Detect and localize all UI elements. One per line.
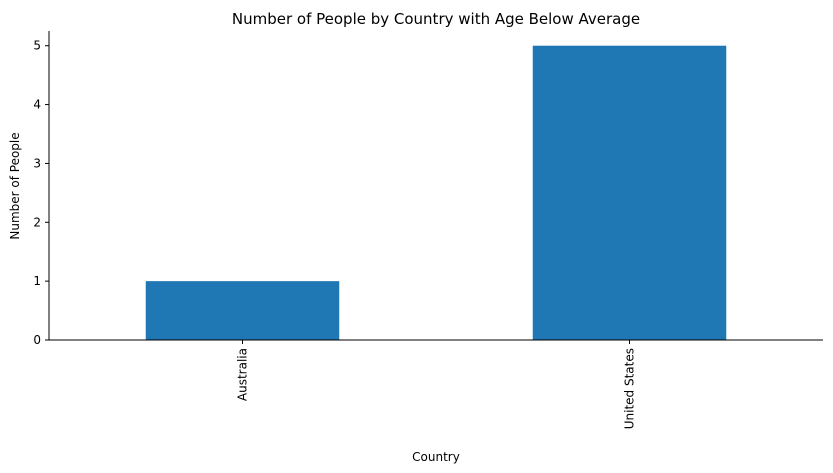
y-tick-label: 2 xyxy=(33,215,41,229)
bar-australia xyxy=(145,281,340,340)
y-tick-label: 0 xyxy=(33,333,41,347)
y-axis-ticks: 0 1 2 3 4 5 xyxy=(33,39,49,347)
y-tick-label: 3 xyxy=(33,156,41,170)
x-tick-label: Australia xyxy=(236,348,250,401)
bar-united-states xyxy=(532,45,727,340)
x-axis-ticks: Australia United States xyxy=(236,340,637,429)
chart-title: Number of People by Country with Age Bel… xyxy=(232,10,640,28)
x-axis-label: Country xyxy=(412,450,460,464)
bars xyxy=(145,45,727,340)
x-tick-label: United States xyxy=(623,348,637,429)
y-tick-label: 4 xyxy=(33,98,41,112)
y-tick-label: 1 xyxy=(33,274,41,288)
y-tick-label: 5 xyxy=(33,39,41,53)
y-axis-label: Number of People xyxy=(8,132,22,239)
